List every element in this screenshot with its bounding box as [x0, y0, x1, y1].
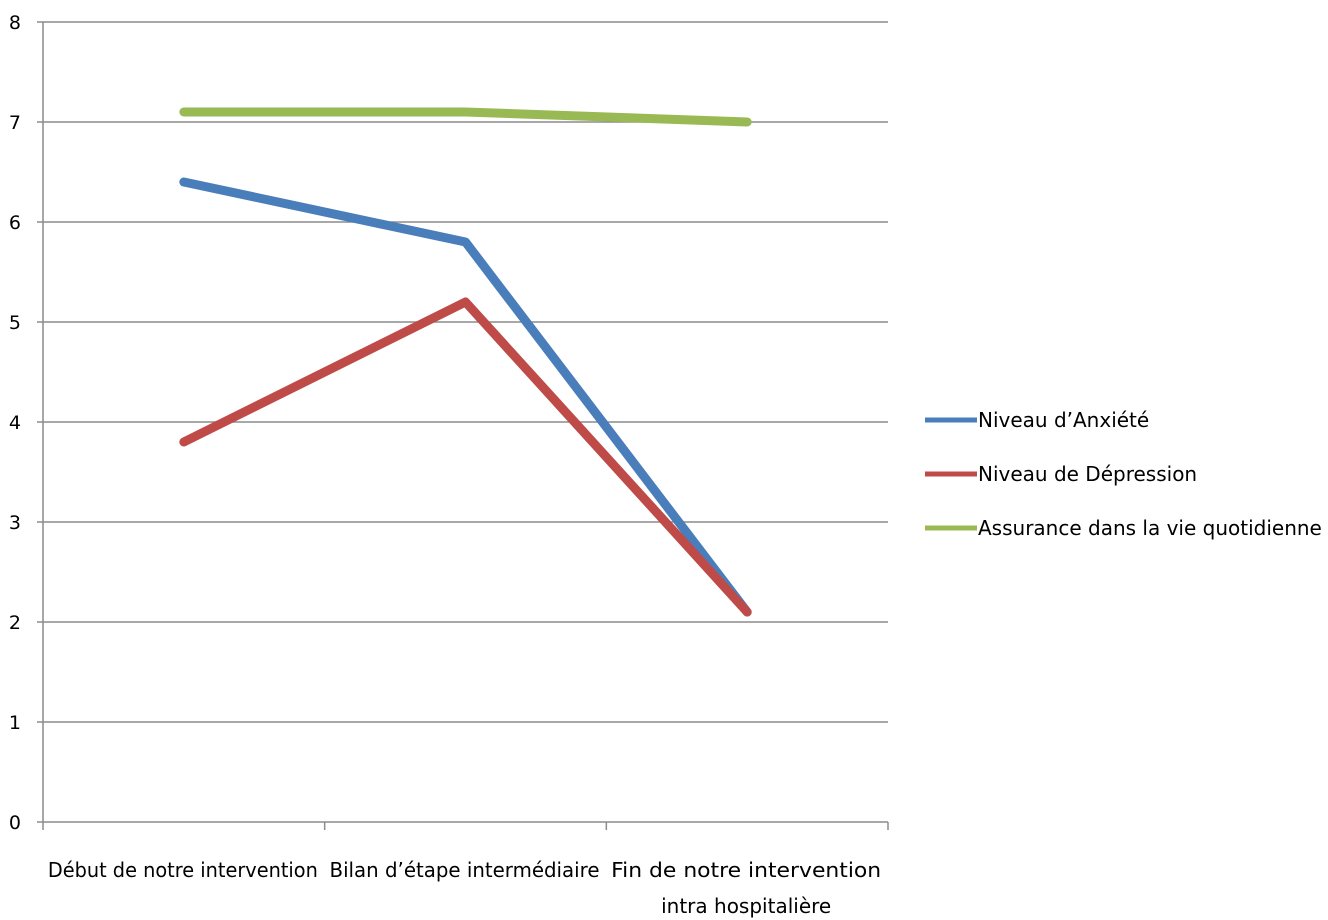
- x-tick-label: intra hospitalière: [661, 894, 831, 918]
- y-tick-label: 5: [9, 312, 21, 334]
- series-line-3: [179, 107, 752, 127]
- series-line-1: [179, 177, 752, 617]
- legend-label: Niveau d’Anxiété: [978, 408, 1149, 432]
- y-tick-label: 4: [9, 412, 21, 434]
- x-tick-label: Bilan d’étape intermédiaire: [330, 858, 600, 882]
- y-axis-ticks: 0 1 2 3 4 5 6 7 8: [9, 12, 43, 834]
- series-line-2: [179, 297, 752, 617]
- legend-label: Niveau de Dépression: [978, 462, 1197, 486]
- y-tick-label: 1: [9, 712, 21, 734]
- x-tick-label: Fin de notre intervention: [611, 858, 881, 882]
- y-tick-label: 6: [9, 212, 21, 234]
- y-tick-label: 3: [9, 512, 21, 534]
- y-tick-label: 2: [9, 612, 21, 634]
- gridlines: [43, 21, 888, 723]
- y-tick-label: 8: [9, 12, 21, 34]
- legend-label: Assurance dans la vie quotidienne: [978, 516, 1322, 540]
- y-tick-label: 0: [9, 812, 21, 834]
- series-lines: [179, 107, 752, 617]
- x-tick-label: Début de notre intervention: [48, 858, 318, 882]
- y-tick-label: 7: [9, 112, 21, 134]
- x-axis-ticks: Début de notre intervention Bilan d’étape…: [42, 822, 889, 918]
- legend: Niveau d’Anxiété Niveau de Dépression Assu…: [925, 408, 1322, 540]
